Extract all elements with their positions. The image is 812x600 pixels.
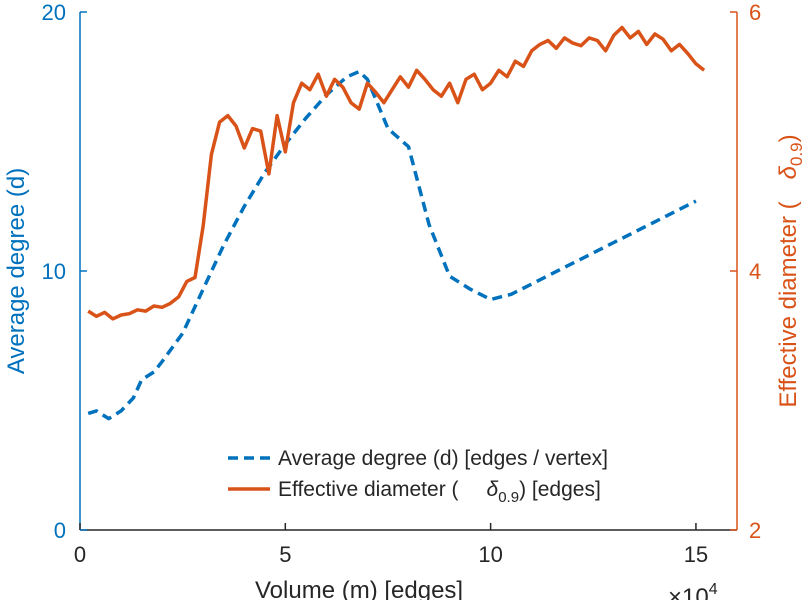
y-right-tick-label: 6: [749, 0, 761, 25]
plot-area: [87, 25, 706, 421]
y-left-tick-label: 10: [42, 259, 66, 284]
legend-label-average-degree: Average degree (d) [edges / vertex]: [278, 447, 608, 470]
legend: Average degree (d) [edges / vertex] Effe…: [215, 432, 665, 512]
x-axis-label: Volume (m) [edges]: [255, 577, 463, 600]
x-exponent-base: ×10: [668, 584, 709, 600]
x-exponent-power: 4: [709, 581, 718, 598]
legend-label-effective-diameter-sub: 0.9: [498, 489, 519, 506]
legend-box: [215, 432, 665, 512]
y-left-tick-label: 20: [42, 0, 66, 25]
x-exponent: ×104: [668, 581, 718, 600]
y-axis-right-label: Effective diameter ( δ0.9): [775, 134, 806, 407]
legend-label-effective-diameter-symbol: δ: [487, 478, 499, 501]
axes: 0 5 10 15 0 10 20 2 4 6: [42, 0, 762, 567]
series-line-effective-diameter: [87, 25, 706, 321]
legend-label-effective-diameter-tail: ) [edges]: [519, 478, 601, 501]
x-tick-label: 15: [684, 542, 708, 567]
x-tick-label: 10: [478, 542, 502, 567]
series-line-average-degree: [87, 69, 697, 421]
y-left-tick-label: 0: [54, 518, 66, 543]
y-axis-right-label-text: Effective diameter (: [775, 201, 802, 407]
y-axis-right-label-sub: 0.9: [787, 142, 806, 166]
legend-label-effective-diameter-text: Effective diameter (: [278, 478, 459, 501]
x-tick-label: 5: [279, 542, 291, 567]
y-axis-right-label-close: ): [775, 134, 802, 142]
y-axis-right-label-symbol: δ: [775, 165, 802, 179]
y-axis-left-label: Average degree (d): [3, 168, 30, 374]
x-tick-label: 0: [74, 542, 86, 567]
y-right-tick-label: 2: [749, 518, 761, 543]
legend-label-effective-diameter: Effective diameter ( δ0.9) [edges]: [278, 478, 601, 506]
y-right-tick-label: 4: [749, 259, 761, 284]
